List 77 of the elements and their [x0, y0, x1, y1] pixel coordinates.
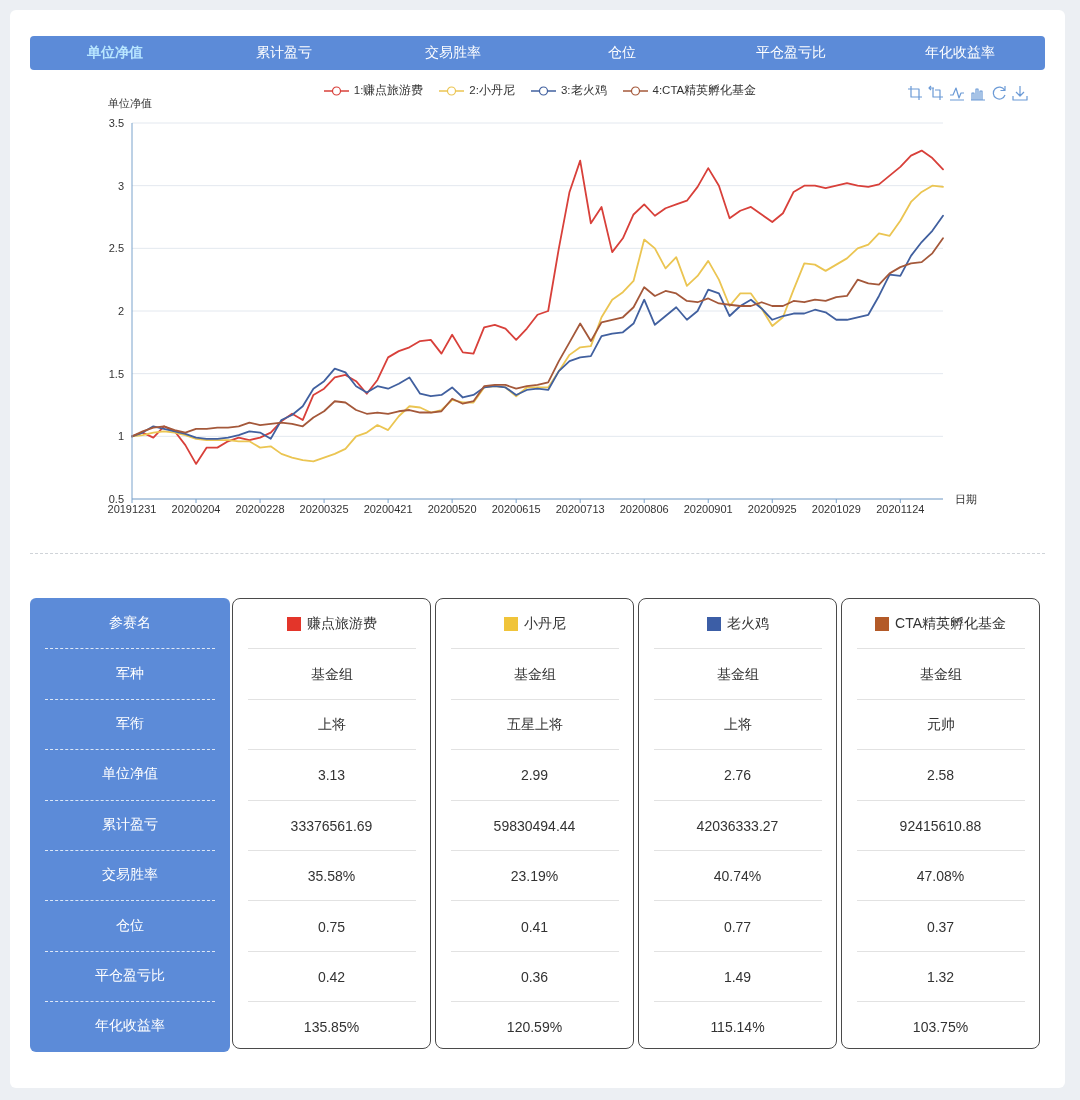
text: 2.99 [520, 767, 549, 784]
text: 基金组 [513, 665, 556, 682]
y-tick-label: 3 [117, 179, 124, 192]
x-tick-label: 20200925 [747, 502, 797, 515]
x-tick-label: 20200901 [683, 502, 733, 515]
text: 元帅 [926, 715, 955, 732]
text: 0.75 [317, 918, 346, 935]
x-axis-title: 日期 [955, 493, 977, 505]
y-tick-label: 2.5 [108, 242, 124, 255]
x-tick-label: 20200806 [619, 502, 669, 515]
text: 五星上将 [506, 715, 563, 732]
text: 年化收益率 [925, 44, 996, 60]
category-label: 小丹尼 [523, 615, 566, 634]
text: 0.42 [317, 968, 346, 985]
x-tick-label: 20200421 [363, 502, 413, 515]
legend-label: 4:CTA精英孵化基金 [652, 84, 757, 96]
y-tick-label: 1.5 [108, 367, 124, 380]
category-label: 交易胜率 [102, 866, 158, 883]
x-tick-label: 20200204 [171, 502, 221, 515]
text: 上将 [723, 715, 752, 732]
y-axis-title: 单位净值 [108, 97, 152, 109]
text: 单位净值 [86, 44, 143, 60]
text: 120.59% [506, 1019, 563, 1036]
category-label: 年化收益率 [95, 1017, 165, 1034]
text: 23.19% [510, 868, 559, 885]
text: 平仓盈亏比 [756, 44, 827, 60]
legend-label: 2:小丹尼 [469, 84, 515, 96]
text: 92415610.88 [899, 817, 982, 834]
x-tick-label: 20200713 [555, 502, 605, 515]
text: 103.75% [912, 1019, 969, 1036]
category-label: 老火鸡 [726, 615, 769, 634]
category-label: 军衔 [116, 714, 144, 731]
x-tick-label: 20200228 [235, 502, 285, 515]
text: 3.13 [317, 767, 346, 784]
text: 上将 [317, 715, 346, 732]
text: 135.85% [303, 1019, 360, 1036]
text: 59830494.44 [493, 817, 576, 834]
text: 基金组 [919, 665, 962, 682]
category-label: CTA精英孵化基金 [895, 615, 1006, 634]
text: 1.49 [723, 968, 752, 985]
text: 2.76 [723, 767, 752, 784]
text: 115.14% [710, 1019, 765, 1036]
text: 40.74% [713, 868, 762, 885]
text: 参赛名 [109, 614, 151, 633]
text: 基金组 [716, 665, 759, 682]
category-label: 赚点旅游费 [306, 615, 377, 634]
text: 0.36 [520, 968, 549, 985]
text: 0.37 [926, 918, 955, 935]
text: 42036333.27 [696, 817, 779, 834]
y-tick-label: 1 [117, 430, 124, 443]
category-label: 累计盈亏 [102, 815, 158, 832]
x-tick-label: 20191231 [107, 502, 157, 515]
text: 仓位 [608, 44, 637, 60]
category-label: 平仓盈亏比 [95, 966, 165, 983]
category-label: 单位净值 [102, 765, 158, 782]
x-tick-label: 20200520 [427, 502, 477, 515]
x-tick-label: 20200615 [491, 502, 541, 515]
y-tick-label: 3.5 [108, 116, 124, 129]
text: 35.58% [307, 868, 356, 885]
y-tick-label: 0.5 [108, 492, 124, 505]
x-tick-label: 20201124 [876, 502, 925, 515]
legend-label: 3:老火鸡 [560, 84, 607, 96]
x-tick-label: 20200325 [299, 502, 349, 515]
text: 0.77 [723, 918, 752, 935]
text: 1.32 [926, 968, 955, 985]
text: 基金组 [310, 665, 353, 682]
text: 47.08% [916, 868, 965, 885]
category-label: 仓位 [116, 916, 144, 933]
text: 交易胜率 [424, 44, 481, 60]
category-label: 军种 [116, 664, 144, 681]
y-tick-label: 2 [117, 304, 124, 317]
text: 0.41 [520, 918, 549, 935]
x-tick-label: 20201029 [811, 502, 861, 515]
legend-label: 1:赚点旅游费 [353, 84, 424, 96]
text: 累计盈亏 [255, 44, 312, 60]
text: 33376561.69 [290, 817, 373, 834]
text: 2.58 [926, 767, 955, 784]
